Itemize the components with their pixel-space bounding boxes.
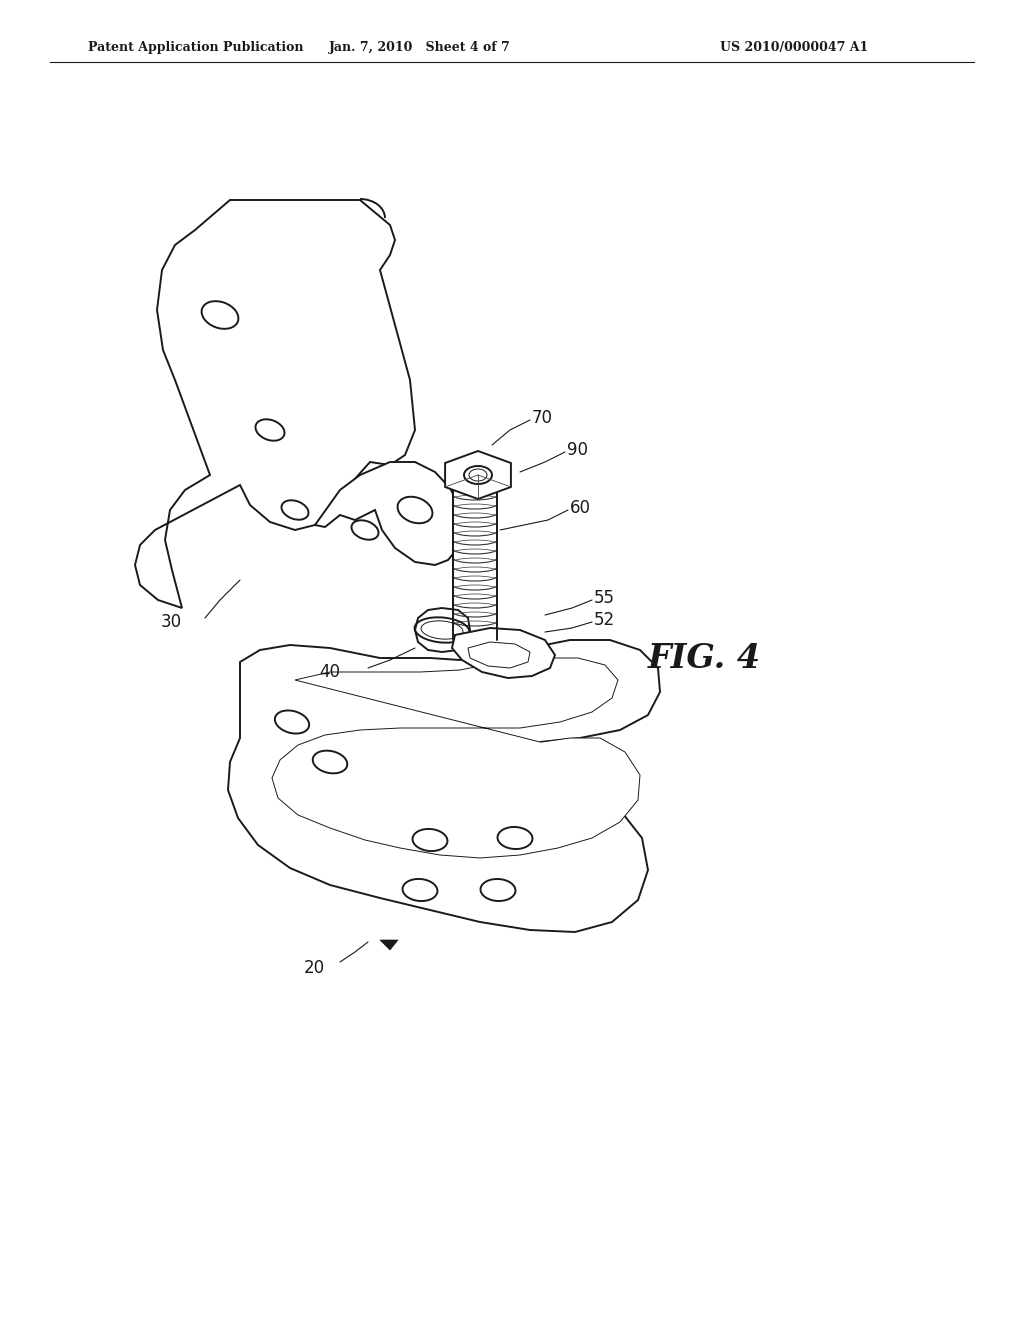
Text: 30: 30 xyxy=(161,612,182,631)
Polygon shape xyxy=(228,640,660,932)
Polygon shape xyxy=(453,490,497,640)
Polygon shape xyxy=(452,628,555,678)
Polygon shape xyxy=(272,657,640,858)
Text: FIG. 4: FIG. 4 xyxy=(648,642,761,675)
Text: 55: 55 xyxy=(594,589,615,607)
Text: 70: 70 xyxy=(532,409,553,426)
Text: 20: 20 xyxy=(304,960,325,977)
Text: 40: 40 xyxy=(319,663,340,681)
Polygon shape xyxy=(415,609,470,652)
Polygon shape xyxy=(315,462,462,565)
Polygon shape xyxy=(135,201,415,609)
Text: 60: 60 xyxy=(570,499,591,517)
Text: Patent Application Publication: Patent Application Publication xyxy=(88,41,303,54)
Text: 90: 90 xyxy=(567,441,588,459)
Text: US 2010/0000047 A1: US 2010/0000047 A1 xyxy=(720,41,868,54)
Polygon shape xyxy=(445,451,511,499)
Polygon shape xyxy=(468,642,530,668)
Ellipse shape xyxy=(464,466,492,484)
Ellipse shape xyxy=(469,469,487,480)
Polygon shape xyxy=(380,940,398,950)
Text: 52: 52 xyxy=(594,611,615,630)
Text: Jan. 7, 2010   Sheet 4 of 7: Jan. 7, 2010 Sheet 4 of 7 xyxy=(329,41,511,54)
